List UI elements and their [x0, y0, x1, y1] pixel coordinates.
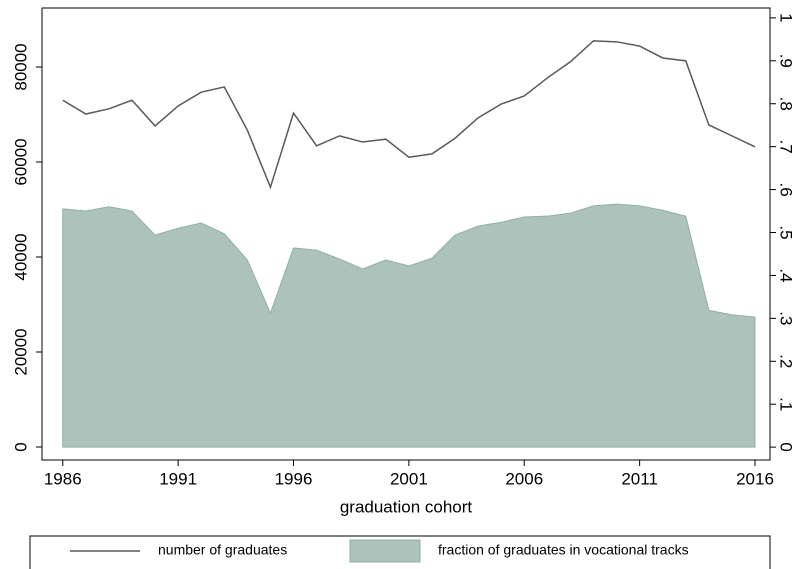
y2-tick-label: .4: [777, 268, 796, 282]
y2-tick-label: 0: [777, 442, 796, 451]
x-tick-label: 1986: [44, 469, 82, 488]
y-tick-label: 60000: [11, 138, 30, 185]
x-tick-label: 2001: [390, 469, 428, 488]
y2-tick-label: 1: [777, 13, 796, 22]
legend-label: fraction of graduates in vocational trac…: [438, 542, 689, 558]
x-tick-label: 2011: [621, 469, 658, 488]
y2-tick-label: .3: [777, 311, 796, 325]
x-tick-label: 2016: [736, 469, 774, 488]
y2-tick-label: .6: [777, 182, 796, 196]
y2-tick-label: .7: [777, 140, 796, 154]
legend-label: number of graduates: [158, 542, 287, 558]
y2-tick-label: .9: [777, 54, 796, 68]
y-tick-label: 40000: [11, 233, 30, 280]
y2-tick-label: .8: [777, 97, 796, 111]
x-axis-title: graduation cohort: [340, 497, 473, 516]
x-tick-label: 1996: [275, 469, 313, 488]
y2-tick-label: .5: [777, 225, 796, 239]
y-tick-label: 0: [11, 442, 30, 451]
line: [62, 40, 756, 190]
y2-tick-label: .2: [777, 354, 796, 368]
area: [62, 203, 756, 448]
x-tick-label: 1991: [159, 469, 197, 488]
y-tick-label: 80000: [11, 43, 30, 90]
plot-frame: [41, 7, 771, 461]
y2-tick-label: .1: [777, 397, 796, 411]
legend-swatch: [349, 539, 421, 563]
x-tick-label: 2006: [505, 469, 543, 488]
y-tick-label: 20000: [11, 328, 30, 375]
